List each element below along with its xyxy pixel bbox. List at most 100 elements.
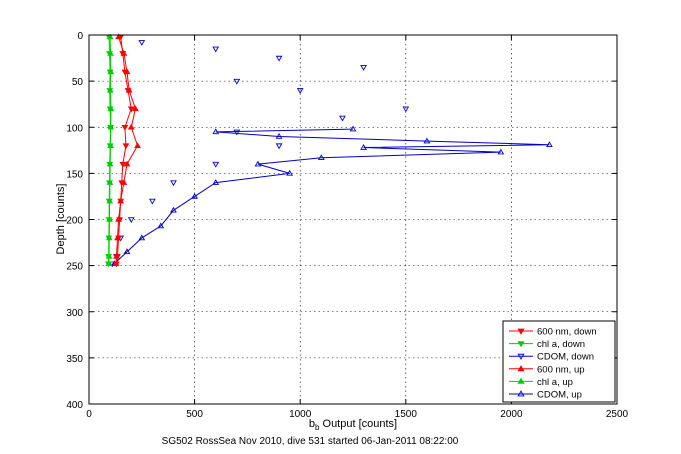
data-point — [132, 105, 139, 112]
y-tick-label: 150 — [66, 169, 83, 180]
data-point — [113, 252, 120, 259]
data-point — [107, 142, 114, 148]
series-cdom-down — [108, 40, 410, 268]
series-layer — [105, 33, 553, 268]
x-tick-label: 2500 — [606, 409, 629, 420]
series-cdom-up — [110, 125, 553, 267]
legend-label: CDOM, up — [537, 390, 582, 401]
data-point — [233, 78, 241, 85]
data-point — [106, 160, 114, 167]
data-point — [106, 197, 114, 204]
data-point — [212, 161, 220, 168]
data-point — [349, 125, 357, 132]
legend-marker — [517, 341, 525, 348]
series-600-nm-up — [112, 33, 141, 267]
data-point — [402, 106, 410, 113]
data-point — [107, 68, 115, 75]
legend-marker — [517, 365, 525, 372]
data-point — [106, 179, 114, 185]
data-point — [122, 143, 130, 150]
data-point — [339, 115, 346, 122]
data-point — [120, 179, 128, 185]
y-axis-label: Depth [counts] — [55, 184, 67, 255]
data-point — [114, 234, 121, 241]
y-tick-label: 0 — [77, 31, 83, 42]
data-point — [127, 217, 135, 223]
data-point — [115, 33, 122, 40]
data-point — [423, 137, 431, 144]
data-point — [120, 49, 128, 56]
x-tick-label: 1500 — [395, 409, 418, 420]
data-point — [117, 197, 125, 204]
x-axis-label-subscript: b — [315, 423, 320, 432]
legend-label: CDOM, down — [537, 352, 594, 363]
data-point — [106, 216, 113, 222]
axis-ticks: 0 500 1000 1500 2000 2500 0 50 100 150 200 250 300 35… — [66, 31, 628, 420]
x-axis-label-rest: Output [counts] — [319, 418, 397, 430]
data-point — [119, 161, 127, 168]
data-point — [105, 234, 113, 241]
y-tick-label: 350 — [66, 354, 83, 365]
data-point — [106, 33, 114, 40]
data-point — [115, 216, 122, 222]
data-point — [275, 143, 283, 150]
legend-label: 600 nm, up — [537, 364, 585, 375]
data-point — [170, 206, 177, 213]
data-point — [497, 148, 505, 155]
data-point — [148, 198, 156, 205]
y-tick-label: 100 — [66, 123, 83, 134]
y-tick-label: 300 — [66, 308, 83, 319]
data-point — [107, 49, 114, 56]
x-axis-label: bb Output [counts] — [309, 418, 397, 432]
data-point — [121, 124, 129, 131]
x-tick-label: 500 — [186, 409, 203, 420]
legend-label: chl a, down — [537, 339, 585, 350]
data-point — [107, 105, 115, 112]
data-point — [191, 192, 198, 199]
legend-label: 600 nm, down — [537, 327, 597, 338]
data-point — [105, 260, 113, 267]
data-point — [112, 260, 120, 267]
y-tick-label: 50 — [72, 77, 84, 88]
data-point — [233, 129, 241, 136]
x-tick-label: 2000 — [500, 409, 523, 420]
y-tick-label: 200 — [66, 216, 83, 227]
legend-box — [502, 320, 616, 403]
legend-label: chl a, up — [537, 377, 573, 388]
data-point — [212, 46, 220, 53]
data-point — [212, 128, 220, 135]
x-axis-label-main: b — [309, 418, 315, 430]
data-point — [170, 180, 177, 187]
data-point — [105, 252, 113, 259]
data-point — [286, 169, 294, 176]
data-point — [123, 68, 131, 75]
data-point — [317, 154, 325, 160]
legend-marker — [517, 377, 525, 384]
data-point — [360, 144, 367, 150]
legend-marker — [517, 353, 525, 360]
data-point — [127, 106, 135, 113]
x-tick-label: 1000 — [289, 409, 312, 420]
data-point — [106, 86, 114, 93]
series-line — [115, 36, 132, 264]
chart-caption: SG502 RossSea Nov 2010, dive 531 started… — [162, 436, 459, 447]
data-point — [275, 55, 283, 62]
data-point — [125, 86, 133, 93]
plot-area — [105, 33, 553, 268]
data-point — [296, 88, 304, 94]
data-point — [212, 179, 220, 185]
data-point — [138, 234, 146, 241]
data-point — [254, 160, 262, 167]
data-point — [157, 222, 165, 229]
series-line — [114, 128, 550, 265]
data-point — [123, 248, 131, 255]
data-point — [107, 123, 115, 130]
data-point — [360, 65, 367, 71]
data-point — [275, 132, 283, 139]
y-tick-label: 400 — [66, 400, 83, 411]
data-point — [138, 40, 146, 46]
series-chl-a-up — [105, 33, 115, 267]
x-tick-label: 0 — [86, 409, 92, 420]
